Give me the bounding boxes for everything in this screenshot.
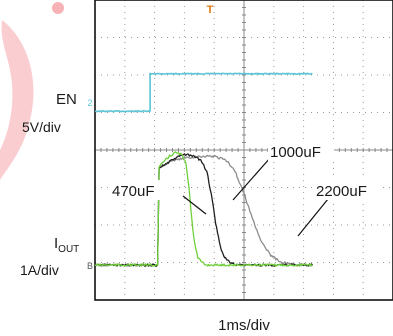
logo-dot	[52, 2, 64, 14]
iout-label-subscript: OUT	[58, 244, 79, 255]
iout-channel-scale: 1A/div	[20, 262, 59, 278]
traces	[94, 72, 314, 267]
x-axis-scale-label: 1ms/div	[218, 317, 270, 334]
graticule-grid	[94, 0, 393, 301]
annotation-470uf: 470uF	[112, 183, 155, 200]
ti-logo	[0, 2, 64, 180]
en-channel-label: EN	[56, 91, 77, 108]
trace-2200uf	[94, 154, 314, 267]
annotation-leader-1000uf	[232, 157, 271, 201]
logo-swoosh	[0, 20, 34, 180]
annotation-leader-470uf	[182, 195, 207, 215]
annotation-leader-2200uf	[297, 198, 329, 237]
en-channel-marker: 2	[87, 98, 92, 108]
plot-frame	[94, 0, 393, 301]
trigger-marker: T	[207, 4, 214, 16]
iout-channel-marker: B	[87, 261, 93, 271]
trace-470uf	[94, 151, 313, 267]
trace-en	[94, 72, 313, 113]
en-channel-scale: 5V/div	[22, 119, 61, 135]
annotation-1000uf: 1000uF	[270, 144, 321, 161]
annotation-bg-2200uf	[314, 180, 380, 200]
trace-1000uf	[94, 153, 314, 267]
annotation-2200uf: 2200uF	[316, 183, 367, 200]
iout-channel-label: IOUT	[54, 235, 79, 255]
annotation-bg-470uf	[110, 180, 168, 200]
annotation-bg-1000uf	[268, 142, 334, 162]
iout-label-main: I	[54, 235, 58, 252]
